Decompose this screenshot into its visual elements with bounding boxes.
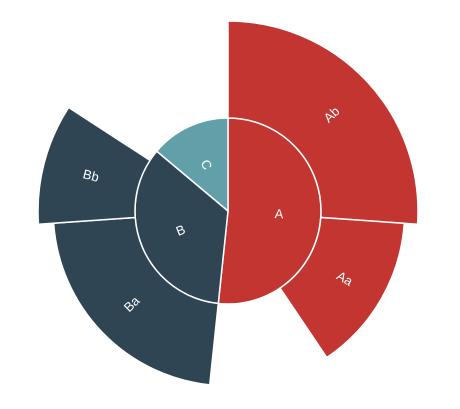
label-a: A	[274, 206, 284, 221]
outer-segment-aa[interactable]	[278, 216, 406, 359]
outer-segment-ab[interactable]	[227, 20, 419, 226]
label-bb: Bb	[81, 166, 100, 185]
outer-ring	[37, 20, 419, 386]
inner-segment-c[interactable]	[155, 117, 229, 213]
outer-segment-ba[interactable]	[52, 216, 220, 386]
label-aa: Aa	[334, 268, 356, 289]
inner-ring	[134, 117, 322, 305]
outer-segment-bb[interactable]	[37, 106, 152, 226]
